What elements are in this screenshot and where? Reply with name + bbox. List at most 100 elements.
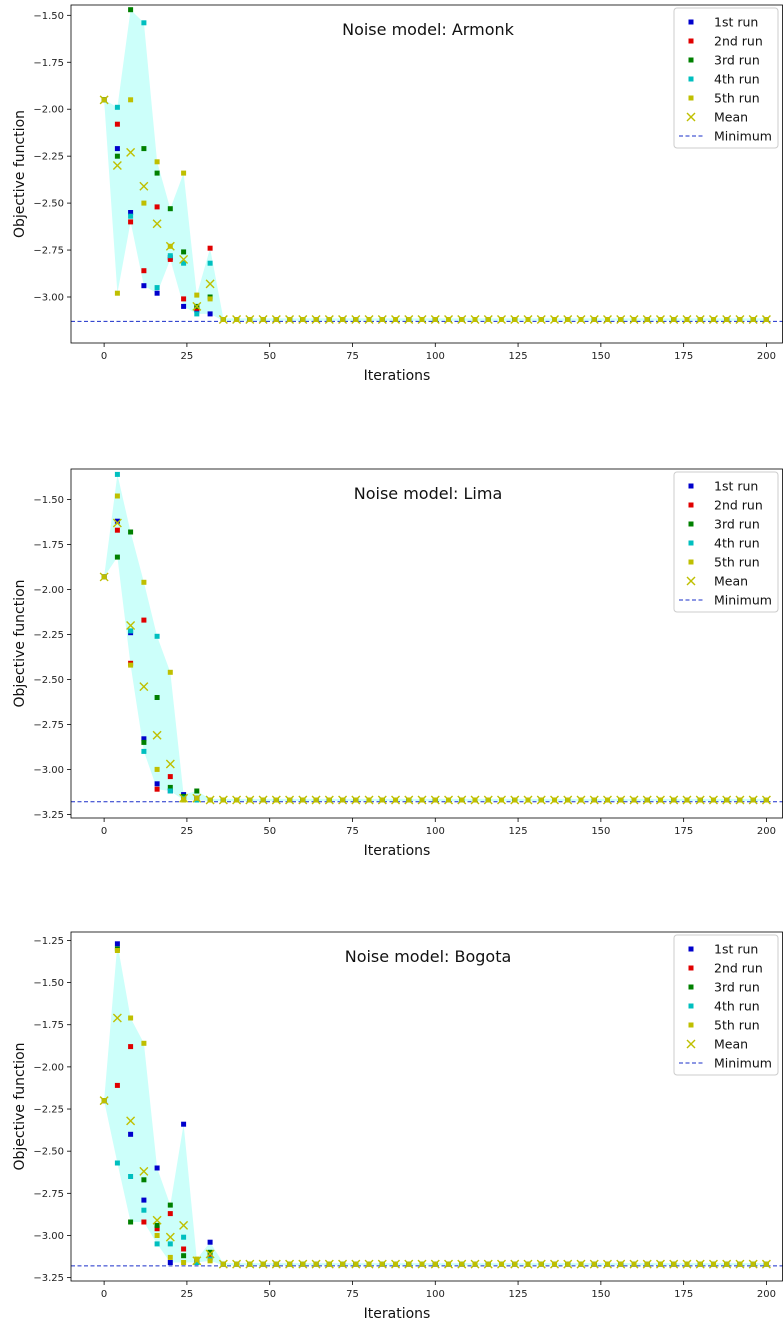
mean-point [616,795,626,805]
mean-point [324,795,334,805]
run-5-point [181,797,187,803]
y-tick-label: −1.50 [33,978,64,989]
mean-point [152,1215,162,1225]
legend-marker [688,1022,694,1028]
mean-point [523,795,533,805]
legend-label: 1st run [714,942,758,957]
legend-marker [688,984,694,990]
legend-label: 3rd run [714,980,760,995]
run-1-point [154,781,160,787]
mean-point [404,315,414,325]
mean-point [655,1259,665,1269]
run-1-point [181,303,187,309]
mean-point [629,795,639,805]
y-tick-label: −3.25 [33,810,64,821]
run-5-point [128,97,134,103]
run-4-point [167,1241,173,1247]
mean-point [430,795,440,805]
mean-point [338,1259,348,1269]
mean-point [165,241,175,251]
mean-point [364,1259,374,1269]
mean-point [642,1259,652,1269]
mean-point [708,315,718,325]
mean-point [112,518,122,528]
run-4-point [141,748,147,754]
legend-label: Minimum [714,129,772,144]
mean-point [351,1259,361,1269]
mean-point [629,315,639,325]
mean-point [576,795,586,805]
x-tick-label: 50 [263,1289,276,1300]
mean-point [695,795,705,805]
mean-point [497,795,507,805]
mean-point [602,315,612,325]
mean-point [218,1259,228,1269]
run-1-point [181,1121,187,1127]
y-tick-label: −2.25 [33,630,64,641]
run-3-point [141,739,147,745]
mean-point [589,315,599,325]
legend-label: 3rd run [714,517,760,532]
mean-point [377,315,387,325]
legend-label: 5th run [714,1018,760,1033]
run-4-point [114,471,120,477]
mean-point [510,1259,520,1269]
mean-point [550,315,559,325]
run-1-point [167,1260,173,1265]
mean-point [563,315,573,325]
legend-label: 4th run [714,536,760,551]
mean-point [722,315,732,325]
legend-marker [688,559,694,565]
mean-point [391,315,401,325]
mean-point [722,1259,732,1269]
mean-point [536,1259,546,1269]
mean-point [139,682,149,692]
run-4-point [141,1207,147,1213]
run-2-point [181,296,187,302]
mean-point [112,161,122,171]
mean-point [444,315,454,325]
run-3-point [114,153,120,159]
mean-point [112,1013,122,1023]
legend-label: Mean [714,1037,748,1052]
mean-point [232,315,242,325]
mean-point [139,1166,149,1176]
run-5-point [114,290,120,296]
mean-point [377,1259,387,1269]
x-tick-label: 200 [757,826,776,837]
run-5-point [154,766,160,772]
mean-point [192,1256,202,1266]
mean-point [152,219,162,229]
mean-point [311,1259,321,1269]
run-4-point [141,20,147,26]
run-1-point [114,941,120,947]
mean-point [324,1259,334,1269]
mean-point [761,1259,771,1269]
run-2-point [141,617,147,623]
legend-label: 2nd run [714,961,763,976]
mean-point [192,793,202,803]
legend-label: 2nd run [714,498,763,513]
mean-point [258,795,268,805]
run-5-point [128,662,134,668]
chart-panel-3: 0 25 50 75 100 125 150 175 200 −3.25 −3.00 −2.75 −2.… [12,931,783,1321]
run-2-point [154,1226,160,1232]
run-3-point [154,170,160,176]
mean-point [351,795,361,805]
mean-point [364,795,374,805]
mean-point [232,1259,242,1269]
x-tick-label: 125 [509,351,528,362]
mean-point [457,795,467,805]
mean-point [510,315,520,325]
y-tick-label: −2.00 [33,585,64,596]
chart-title: Noise model: Lima [354,484,503,503]
legend-marker [688,521,694,527]
run-4-point [128,213,134,219]
legend-label: 5th run [714,91,760,106]
run-4-point [128,628,134,634]
mean-point [364,315,374,325]
mean-point [179,254,189,264]
mean-point [589,1259,599,1269]
run-1-point [154,290,160,296]
y-tick-label: −2.25 [33,1105,64,1116]
